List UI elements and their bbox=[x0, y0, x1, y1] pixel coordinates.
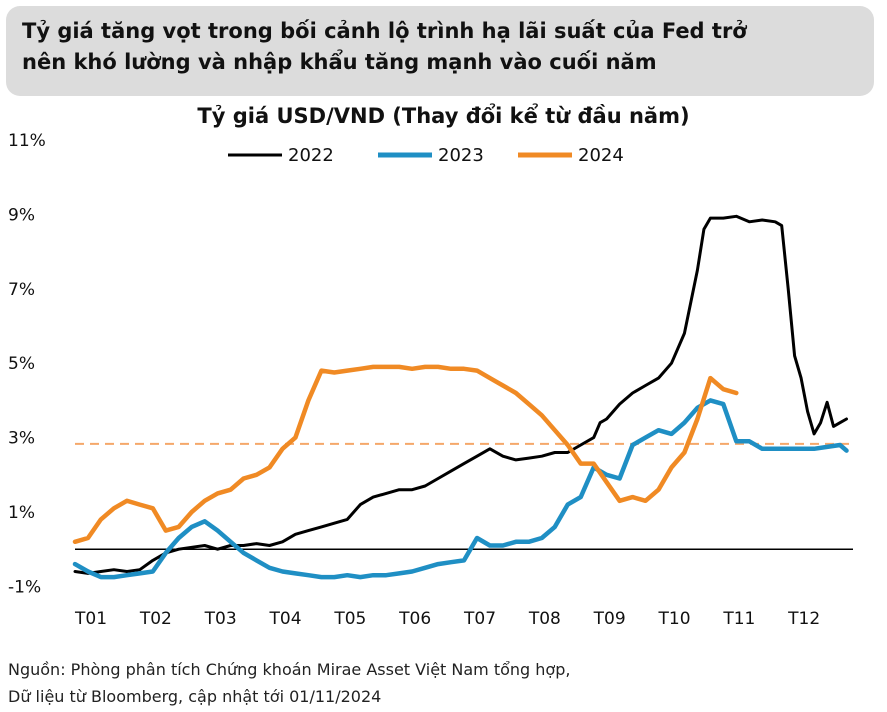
x-tick-label: T10 bbox=[658, 609, 691, 629]
headline-box: Tỷ giá tăng vọt trong bối cảnh lộ trình … bbox=[6, 6, 874, 96]
series-line-2023 bbox=[72, 398, 849, 580]
y-tick-label: -1% bbox=[8, 577, 41, 597]
x-tick-label: T05 bbox=[333, 609, 366, 629]
y-tick-label: 5% bbox=[8, 354, 35, 374]
source-note: Nguồn: Phòng phân tích Chứng khoán Mirae… bbox=[8, 656, 570, 710]
series-line-2022 bbox=[73, 214, 848, 575]
chart-title: Tỷ giá USD/VND (Thay đổi kể từ đầu năm) bbox=[197, 104, 690, 128]
headline-line-2: nên khó lường và nhập khẩu tăng mạnh vào… bbox=[22, 50, 657, 74]
x-tick-label: T06 bbox=[398, 609, 431, 629]
x-tick-label: T02 bbox=[139, 609, 172, 629]
y-tick-label: 1% bbox=[8, 503, 35, 523]
legend-label-2024: 2024 bbox=[578, 145, 624, 166]
legend-label-2023: 2023 bbox=[438, 145, 484, 166]
series-line-2024 bbox=[72, 364, 739, 545]
x-tick-label: T11 bbox=[722, 609, 755, 629]
x-tick-label: T01 bbox=[74, 609, 107, 629]
line-chart: 11% 9% 7% 5% 3% 1% -1% T01 T02 T03 T04 T05 T06 T07 T08… bbox=[8, 131, 853, 629]
x-tick-label: T09 bbox=[593, 609, 626, 629]
x-tick-label: T03 bbox=[204, 609, 237, 629]
headline-line-1: Tỷ giá tăng vọt trong bối cảnh lộ trình … bbox=[22, 19, 747, 43]
source-line-1: Nguồn: Phòng phân tích Chứng khoán Mirae… bbox=[8, 660, 571, 679]
x-tick-label: T07 bbox=[463, 609, 496, 629]
legend-label-2022: 2022 bbox=[288, 145, 334, 166]
y-tick-label: 11% bbox=[8, 131, 46, 151]
y-tick-label: 9% bbox=[8, 205, 35, 225]
source-line-2: Dữ liệu từ Bloomberg, cập nhật tới 01/11… bbox=[8, 687, 382, 706]
x-tick-label: T04 bbox=[269, 609, 302, 629]
x-tick-label: T12 bbox=[787, 609, 820, 629]
x-tick-label: T08 bbox=[528, 609, 561, 629]
y-tick-label: 7% bbox=[8, 280, 35, 300]
y-tick-label: 3% bbox=[8, 429, 35, 449]
